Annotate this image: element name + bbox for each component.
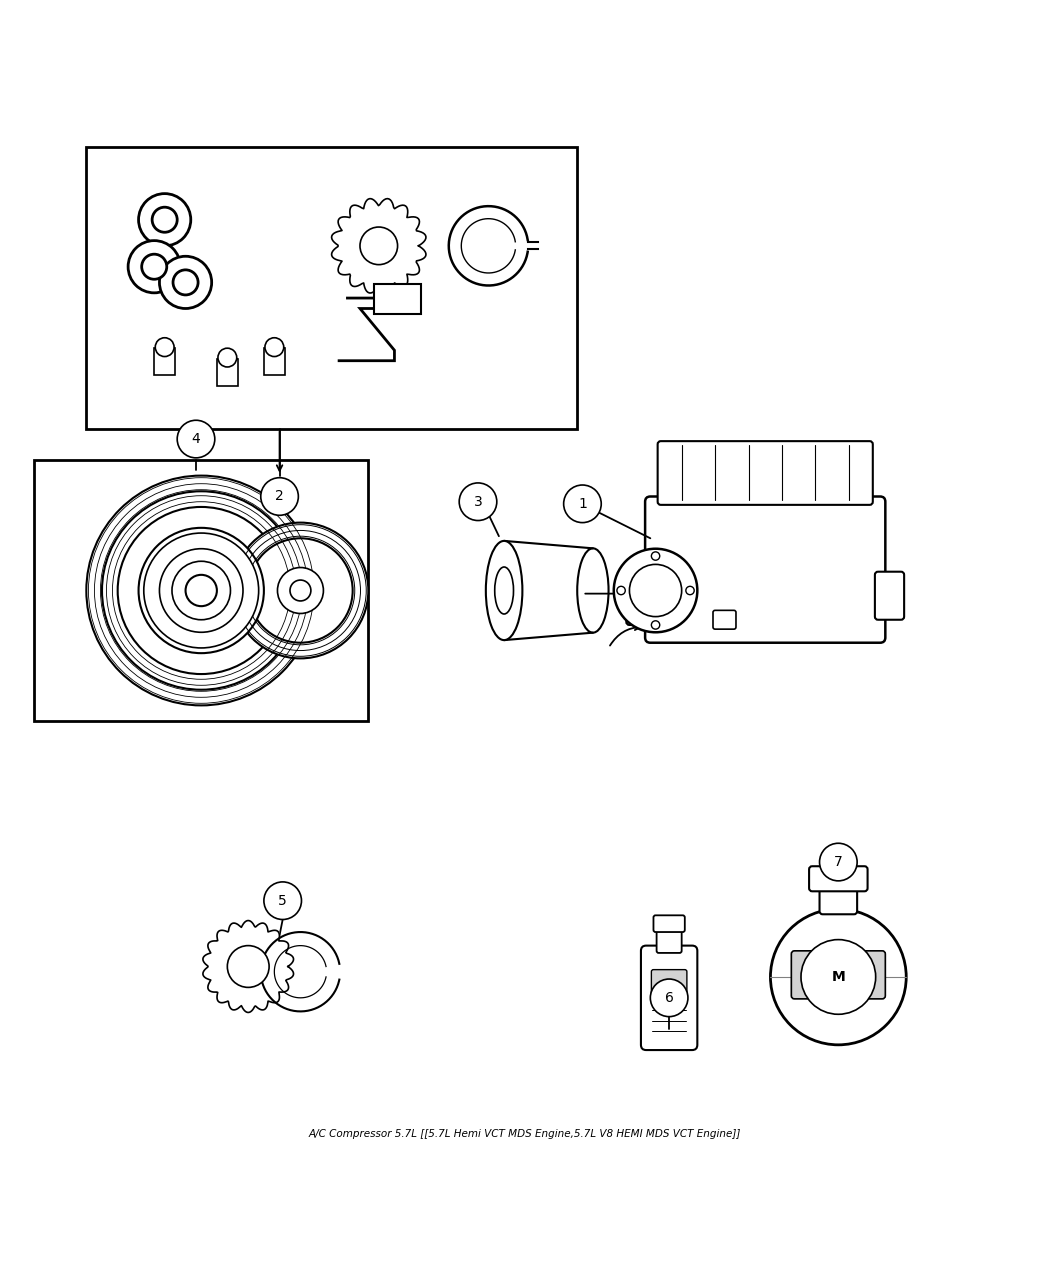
FancyBboxPatch shape xyxy=(374,284,421,314)
Circle shape xyxy=(152,208,177,232)
FancyBboxPatch shape xyxy=(810,866,867,891)
FancyBboxPatch shape xyxy=(657,441,873,505)
Ellipse shape xyxy=(578,548,609,632)
FancyBboxPatch shape xyxy=(645,496,885,643)
FancyBboxPatch shape xyxy=(653,915,685,932)
Text: M: M xyxy=(665,980,673,989)
Circle shape xyxy=(260,478,298,515)
Circle shape xyxy=(228,946,269,987)
Circle shape xyxy=(629,565,681,617)
Circle shape xyxy=(232,523,369,658)
Text: 2: 2 xyxy=(275,490,284,504)
Circle shape xyxy=(564,484,602,523)
Text: 4: 4 xyxy=(191,432,201,446)
Circle shape xyxy=(160,548,243,632)
Circle shape xyxy=(771,909,906,1044)
Circle shape xyxy=(686,586,694,594)
Text: 6: 6 xyxy=(665,991,673,1005)
Text: A/C Compressor 5.7L [[5.7L Hemi VCT MDS Engine,5.7L V8 HEMI MDS VCT Engine]]: A/C Compressor 5.7L [[5.7L Hemi VCT MDS … xyxy=(309,1128,741,1139)
Circle shape xyxy=(248,538,353,643)
Circle shape xyxy=(144,533,258,648)
Text: 1: 1 xyxy=(578,497,587,511)
FancyBboxPatch shape xyxy=(640,946,697,1051)
Circle shape xyxy=(128,241,181,293)
Circle shape xyxy=(155,338,174,357)
FancyBboxPatch shape xyxy=(651,969,687,1000)
Circle shape xyxy=(265,338,284,357)
Circle shape xyxy=(142,254,167,279)
FancyBboxPatch shape xyxy=(154,348,175,375)
FancyBboxPatch shape xyxy=(713,611,736,629)
Text: 5: 5 xyxy=(278,894,287,908)
Circle shape xyxy=(218,348,236,367)
Text: 7: 7 xyxy=(834,856,843,870)
Circle shape xyxy=(651,621,659,629)
Circle shape xyxy=(139,194,191,246)
FancyBboxPatch shape xyxy=(792,951,885,998)
FancyBboxPatch shape xyxy=(86,147,578,428)
Circle shape xyxy=(86,476,316,705)
Ellipse shape xyxy=(495,567,513,615)
FancyBboxPatch shape xyxy=(264,348,285,375)
Circle shape xyxy=(614,548,697,632)
FancyBboxPatch shape xyxy=(34,460,369,722)
Text: M: M xyxy=(832,970,845,984)
Circle shape xyxy=(277,567,323,613)
Circle shape xyxy=(177,421,215,458)
Circle shape xyxy=(118,507,285,674)
Circle shape xyxy=(102,491,300,690)
Circle shape xyxy=(801,940,876,1015)
Polygon shape xyxy=(332,199,426,293)
Circle shape xyxy=(360,227,398,265)
Circle shape xyxy=(264,882,301,919)
Circle shape xyxy=(290,580,311,601)
Circle shape xyxy=(160,256,212,309)
Circle shape xyxy=(139,528,264,653)
Circle shape xyxy=(651,552,659,560)
Circle shape xyxy=(650,979,688,1016)
Polygon shape xyxy=(203,921,294,1012)
FancyBboxPatch shape xyxy=(820,882,857,914)
Circle shape xyxy=(186,575,217,606)
Ellipse shape xyxy=(486,541,523,640)
FancyBboxPatch shape xyxy=(875,571,904,620)
Text: 3: 3 xyxy=(474,495,482,509)
Circle shape xyxy=(173,270,198,295)
Circle shape xyxy=(820,843,857,881)
FancyBboxPatch shape xyxy=(217,358,237,386)
FancyBboxPatch shape xyxy=(626,566,658,625)
Circle shape xyxy=(172,561,230,620)
Circle shape xyxy=(617,586,625,594)
Circle shape xyxy=(459,483,497,520)
FancyBboxPatch shape xyxy=(656,926,681,952)
